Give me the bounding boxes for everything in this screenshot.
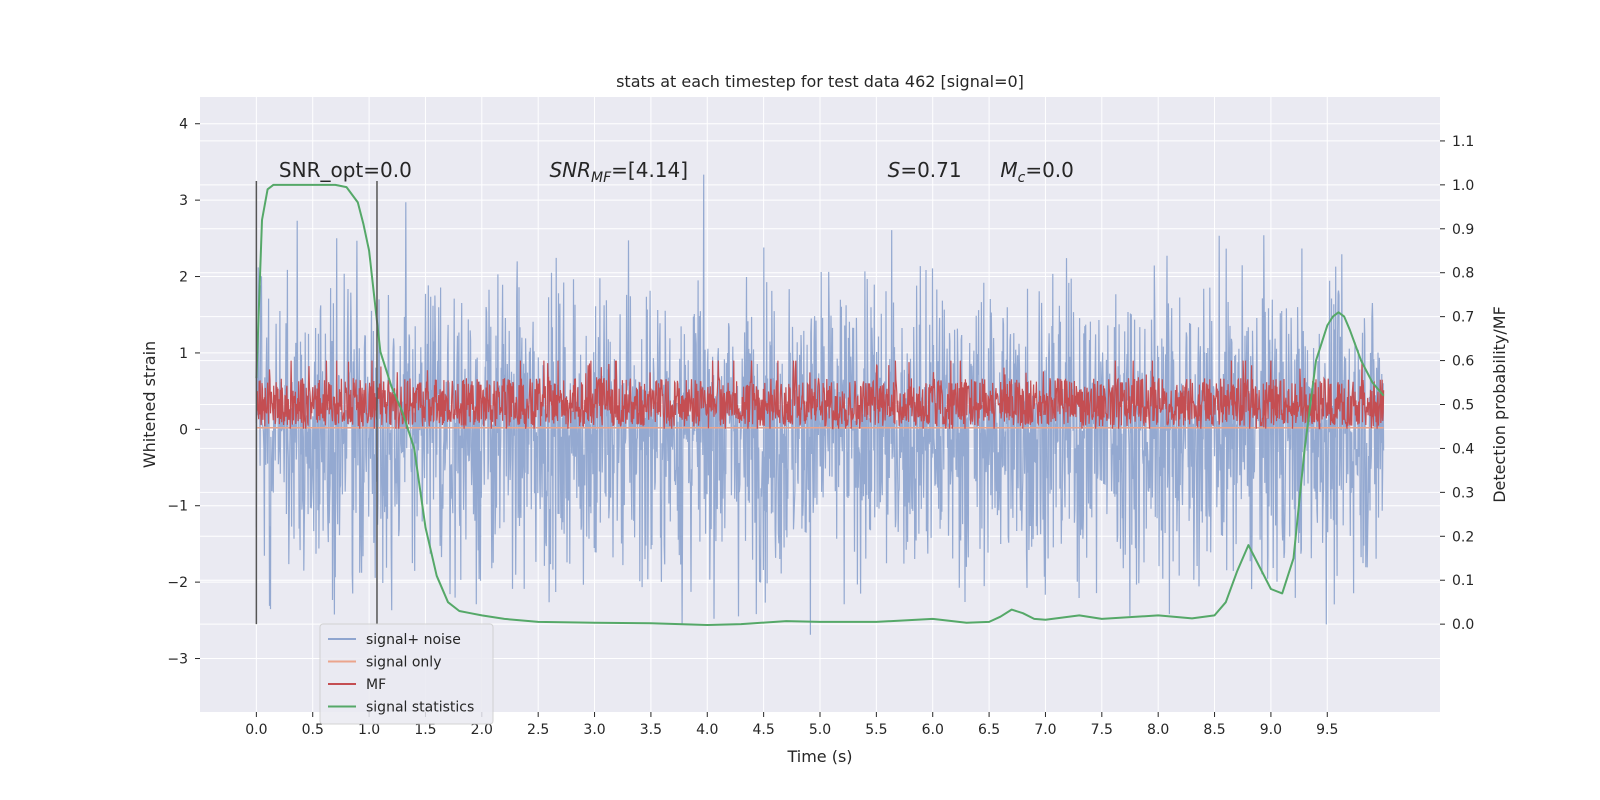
x-tick-label: 1.0 xyxy=(358,722,380,738)
annotation: SNRMF=[4.14] xyxy=(549,158,688,186)
y-left-tick-label: 4 xyxy=(179,117,188,133)
x-tick-label: 0.5 xyxy=(302,722,324,738)
y-right-tick-label: 0.1 xyxy=(1452,573,1474,589)
x-tick-label: 7.5 xyxy=(1091,722,1113,738)
legend-label: signal+ noise xyxy=(366,632,461,648)
series-signal-statistics xyxy=(255,183,1385,626)
legend-label: signal only xyxy=(366,655,441,671)
x-tick-label: 2.0 xyxy=(471,722,493,738)
y-left-axis-ticks: −3 −2 −1 0 1 2 3 4 xyxy=(167,117,200,668)
y-right-tick-label: 1.0 xyxy=(1452,178,1474,194)
x-tick-label: 3.0 xyxy=(583,722,605,738)
legend-label: signal statistics xyxy=(366,700,474,716)
annotation: SNR_opt=0.0 xyxy=(279,158,412,182)
annotation: S=0.71 xyxy=(888,158,962,182)
y-left-axis-label: Whitened strain xyxy=(140,341,159,468)
legend-label: MF xyxy=(366,677,386,693)
y-right-axis-ticks: 0.0 0.1 0.2 0.3 0.4 0.5 0.6 0.7 0.8 0.9 1.0 1.1 xyxy=(1440,134,1474,633)
annotation: Mc=0.0 xyxy=(1000,158,1074,186)
annotations: SNR_opt=0.0 SNRMF=[4.14] S=0.71 Mc=0.0 xyxy=(279,158,1074,186)
x-axis-label: Time (s) xyxy=(786,747,852,766)
y-right-tick-label: 1.1 xyxy=(1452,134,1474,150)
x-axis-ticks: 0.0 0.5 1.0 1.5 2.0 2.5 3.0 3.5 4.0 4.5 5.0 5.5 6.0 6… xyxy=(245,712,1338,738)
x-tick-label: 7.0 xyxy=(1034,722,1056,738)
x-tick-label: 4.5 xyxy=(753,722,775,738)
legend: signal+ noise signal only MF signal statist… xyxy=(319,623,494,725)
y-right-tick-label: 0.7 xyxy=(1452,310,1474,326)
y-left-tick-label: 0 xyxy=(179,422,188,438)
series-layer xyxy=(255,174,1385,635)
x-tick-label: 2.5 xyxy=(527,722,549,738)
vline-layer xyxy=(255,181,378,625)
y-right-tick-label: 0.4 xyxy=(1452,441,1474,457)
legend-box xyxy=(319,623,494,725)
chart-title: stats at each timestep for test data 462… xyxy=(616,72,1024,91)
x-tick-label: 4.0 xyxy=(696,722,718,738)
y-left-tick-label: 2 xyxy=(179,270,188,286)
x-tick-label: 1.5 xyxy=(414,722,436,738)
y-left-tick-label: 1 xyxy=(179,346,188,362)
y-right-axis-label: Detection probability/MF xyxy=(1490,306,1509,503)
y-right-tick-label: 0.0 xyxy=(1452,617,1474,633)
x-tick-label: 8.0 xyxy=(1147,722,1169,738)
y-right-tick-label: 0.2 xyxy=(1452,529,1474,545)
x-tick-label: 3.5 xyxy=(640,722,662,738)
y-left-tick-label: 3 xyxy=(179,193,188,209)
y-left-tick-label: −2 xyxy=(167,575,188,591)
y-right-tick-label: 0.9 xyxy=(1452,222,1474,238)
y-right-tick-label: 0.8 xyxy=(1452,266,1474,282)
y-right-tick-label: 0.5 xyxy=(1452,398,1474,414)
x-tick-label: 8.5 xyxy=(1203,722,1225,738)
x-tick-label: 9.0 xyxy=(1260,722,1282,738)
x-tick-label: 6.0 xyxy=(922,722,944,738)
x-tick-label: 6.5 xyxy=(978,722,1000,738)
y-right-tick-label: 0.3 xyxy=(1452,485,1474,501)
x-tick-label: 5.0 xyxy=(809,722,831,738)
y-left-tick-label: −1 xyxy=(167,499,188,515)
y-left-tick-label: −3 xyxy=(167,652,188,668)
x-tick-label: 5.5 xyxy=(865,722,887,738)
x-tick-label: 9.5 xyxy=(1316,722,1338,738)
x-tick-label: 0.0 xyxy=(245,722,267,738)
series-mf xyxy=(255,360,1385,430)
y-right-tick-label: 0.6 xyxy=(1452,354,1474,370)
